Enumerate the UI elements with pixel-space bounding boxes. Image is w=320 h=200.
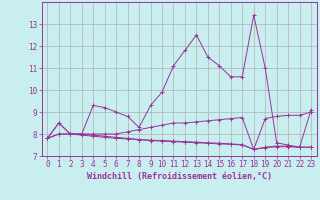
X-axis label: Windchill (Refroidissement éolien,°C): Windchill (Refroidissement éolien,°C) <box>87 172 272 181</box>
